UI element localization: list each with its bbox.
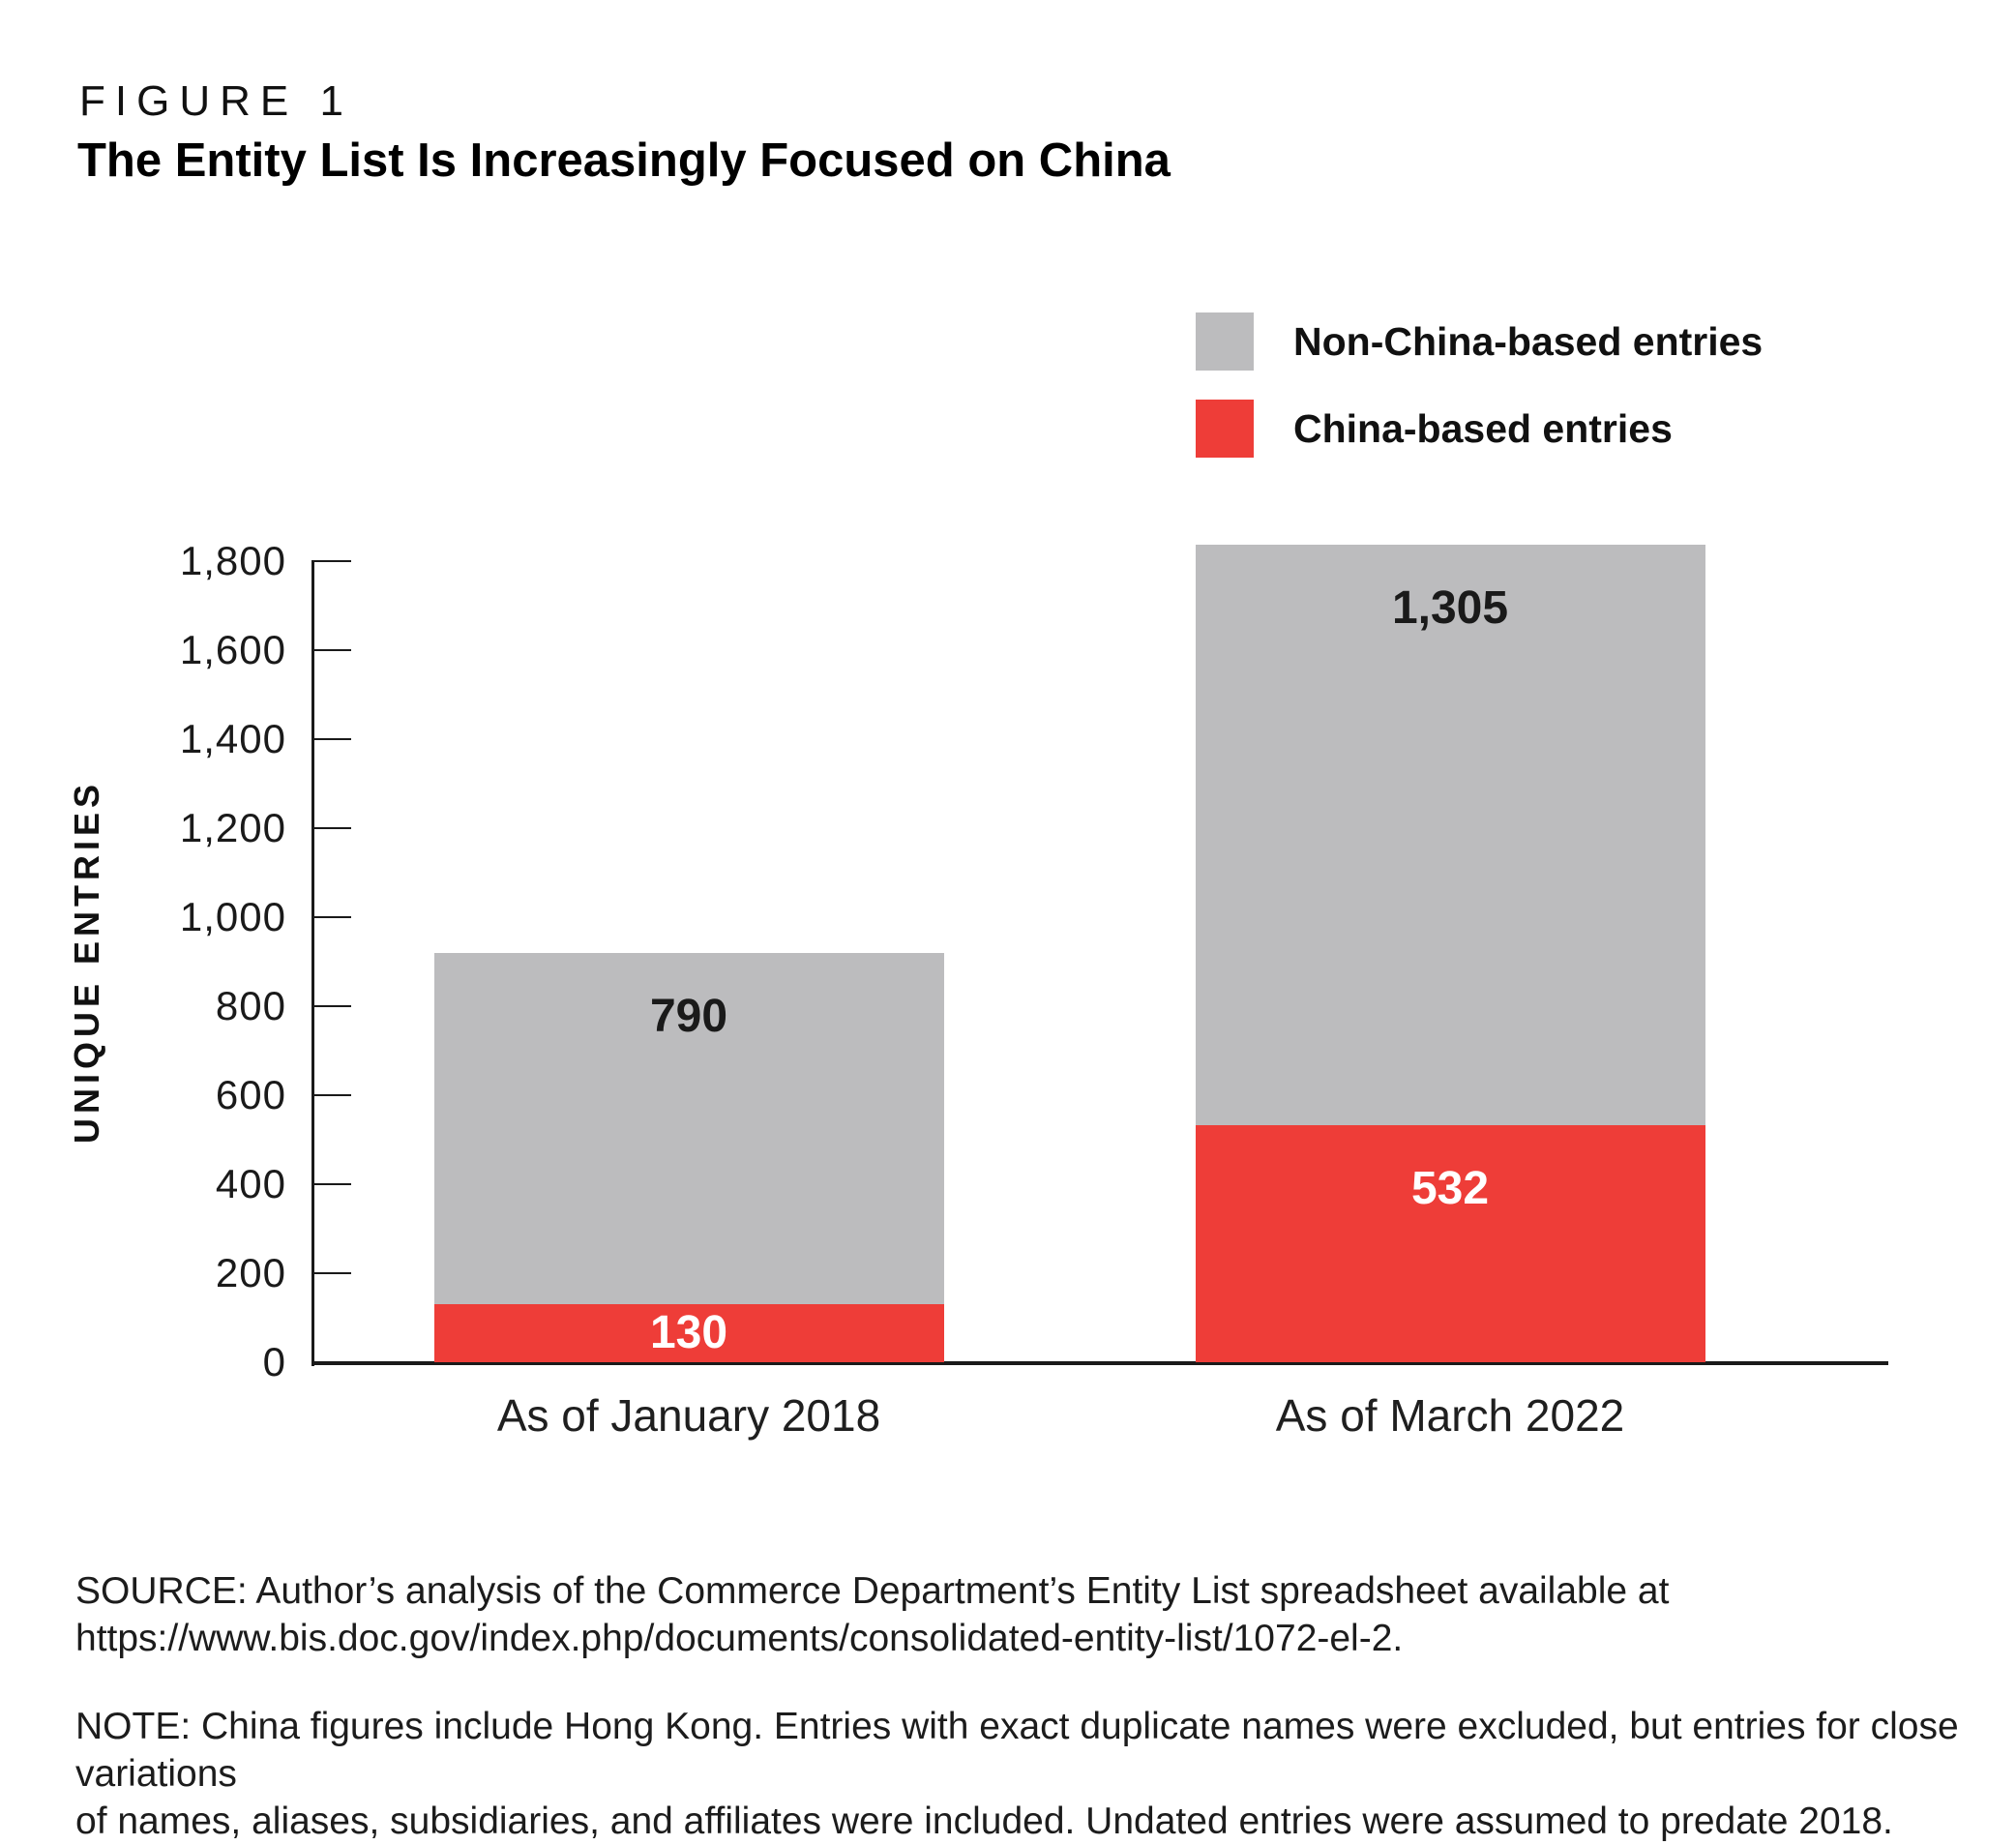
legend-swatch-non-china-icon bbox=[1196, 312, 1254, 371]
y-tick-label: 1,000 bbox=[179, 894, 286, 939]
note-line-2: of names, aliases, subsidiaries, and aff… bbox=[75, 1800, 1893, 1842]
y-tick-line bbox=[311, 1272, 351, 1274]
y-tick-line bbox=[311, 560, 351, 562]
y-tick-line bbox=[311, 738, 351, 740]
source-note: SOURCE: Author’s analysis of the Commerc… bbox=[75, 1567, 1669, 1662]
y-axis-line bbox=[311, 561, 314, 1366]
y-tick-label: 800 bbox=[215, 983, 286, 1028]
y-tick-line bbox=[311, 649, 351, 651]
y-tick-label: 200 bbox=[215, 1250, 286, 1295]
y-tick-line bbox=[311, 1005, 351, 1007]
y-tick-label: 0 bbox=[262, 1339, 286, 1384]
bar-segment-china: 532 bbox=[1195, 1125, 1705, 1362]
y-tick-line bbox=[311, 1094, 351, 1096]
y-tick-label: 400 bbox=[215, 1161, 286, 1206]
methodology-note: NOTE: China figures include Hong Kong. E… bbox=[75, 1703, 2016, 1845]
y-tick-label: 1,800 bbox=[179, 538, 286, 583]
x-category-label: As of March 2022 bbox=[1275, 1390, 1625, 1441]
y-tick-line bbox=[311, 1183, 351, 1185]
bar-value-label: 1,305 bbox=[1391, 582, 1509, 634]
bar-segment-non-china: 790 bbox=[433, 953, 944, 1304]
y-tick-line bbox=[311, 916, 351, 918]
bar-value-label: 130 bbox=[649, 1307, 728, 1358]
x-axis-line bbox=[311, 1361, 1888, 1365]
note-line-1: NOTE: China figures include Hong Kong. E… bbox=[75, 1706, 1959, 1795]
bar-segment-china: 130 bbox=[433, 1304, 944, 1362]
bar-segment-non-china: 1,305 bbox=[1195, 545, 1705, 1125]
y-tick-label: 1,600 bbox=[179, 627, 286, 672]
source-line-1: SOURCE: Author’s analysis of the Commerc… bbox=[75, 1570, 1670, 1612]
y-tick-label: 1,200 bbox=[179, 805, 286, 850]
legend-label-non-china: Non-China-based entries bbox=[1293, 319, 1764, 364]
figure-title: The Entity List Is Increasingly Focused … bbox=[77, 134, 1171, 187]
legend-label-china: China-based entries bbox=[1293, 406, 1673, 451]
legend-swatch-china-icon bbox=[1196, 400, 1254, 458]
bar-value-label: 532 bbox=[1410, 1163, 1490, 1214]
y-tick-label: 1,400 bbox=[179, 716, 286, 761]
x-category-label: As of January 2018 bbox=[496, 1390, 881, 1441]
source-line-2: https://www.bis.doc.gov/index.php/docume… bbox=[75, 1618, 1404, 1659]
bar-value-label: 790 bbox=[649, 991, 728, 1042]
y-tick-line bbox=[311, 827, 351, 829]
figure-kicker: FIGURE 1 bbox=[79, 77, 353, 125]
y-tick-label: 600 bbox=[215, 1072, 286, 1117]
